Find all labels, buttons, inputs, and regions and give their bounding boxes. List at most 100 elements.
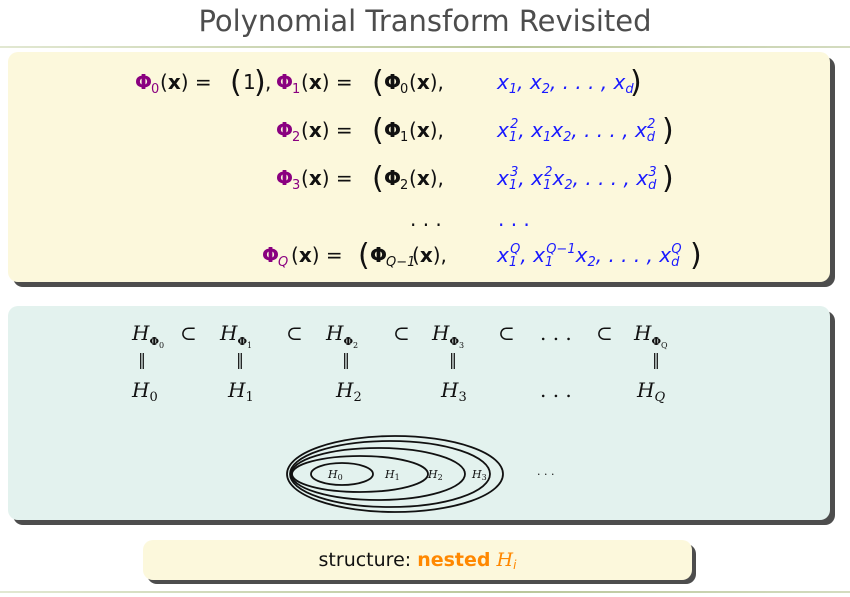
equation-row-ellipsis: . . . . . . bbox=[410, 207, 530, 231]
equation-row-Q: Φ Q (x) = ( Φ Q−1 (x), x1Q, x1Q−1x2, . .… bbox=[262, 238, 702, 273]
equal-mark: ‖ bbox=[236, 350, 244, 369]
subset-symbol: ⊂ bbox=[596, 321, 613, 345]
hypothesis-hierarchy-box bbox=[8, 306, 830, 520]
paren-open: ( bbox=[372, 161, 384, 196]
phi-3-argument: (x) = bbox=[301, 166, 353, 190]
set-H0-ring bbox=[310, 462, 374, 486]
paren-open: ( bbox=[372, 113, 384, 148]
h-phi-Q: HΦQ bbox=[633, 321, 668, 350]
paren-close: ) bbox=[630, 65, 642, 100]
equal-mark: ‖ bbox=[342, 350, 350, 369]
h-phi-1: HΦ1 bbox=[219, 321, 252, 350]
set-H3-ring bbox=[289, 440, 491, 508]
hierarchy-ellipsis: . . . bbox=[540, 321, 572, 345]
nested-sets-diagram bbox=[286, 435, 504, 513]
set-H3-outer-ring bbox=[286, 435, 504, 513]
result-subscript: i bbox=[513, 558, 517, 572]
h-phi-0: HΦ0 bbox=[131, 321, 164, 350]
inner-argument: (x), bbox=[409, 70, 444, 94]
inner-phi-1-subscript: 1 bbox=[400, 130, 408, 145]
phi-1-argument: (x) = bbox=[301, 70, 353, 94]
inner-phi-1: Φ bbox=[384, 118, 401, 142]
paren-close: ) bbox=[662, 161, 674, 196]
phi-2-argument: (x) = bbox=[301, 118, 353, 142]
subset-symbol: ⊂ bbox=[180, 321, 197, 345]
paren-open: ( bbox=[372, 65, 384, 100]
phi-0-subscript: 0 bbox=[151, 82, 159, 97]
title-divider bbox=[0, 46, 850, 48]
equal-mark: ‖ bbox=[652, 350, 660, 369]
comma: , bbox=[265, 70, 271, 94]
phi-2-symbol: Φ bbox=[276, 118, 293, 142]
inner-phi-2-subscript: 2 bbox=[400, 178, 408, 193]
paren-open: ( bbox=[358, 238, 370, 273]
equation-row-3: Φ 3 (x) = ( Φ 2 (x), x13, x12x2, . . . ,… bbox=[276, 161, 674, 196]
result-symbol: H bbox=[496, 549, 514, 571]
subset-symbol: ⊂ bbox=[498, 321, 515, 345]
poly-row-1: x1, x2, . . . , xd bbox=[496, 70, 634, 97]
subset-symbol: ⊂ bbox=[393, 321, 410, 345]
subset-symbol: ⊂ bbox=[286, 321, 303, 345]
inner-argument: (x), bbox=[409, 118, 444, 142]
label-H3: H3 bbox=[471, 468, 487, 482]
poly-row-Q: x1Q, x1Q−1x2, . . . , xdQ bbox=[496, 242, 682, 270]
bottom-divider bbox=[0, 591, 850, 593]
phi-1-subscript: 1 bbox=[292, 82, 300, 97]
phi-3-subscript: 3 bbox=[292, 178, 300, 193]
result-highlight: nested bbox=[417, 549, 491, 571]
paren-close: ) bbox=[662, 113, 674, 148]
phi-1-symbol: Φ bbox=[276, 70, 293, 94]
inner-phi-0: Φ bbox=[384, 70, 401, 94]
inner-phi-Q-1: Φ bbox=[370, 243, 387, 267]
h-2: H2 bbox=[335, 378, 362, 405]
nested-sets-labels: H0 H1 H2 H3 · · · bbox=[327, 468, 554, 482]
paren-close: ) bbox=[254, 65, 266, 100]
h-3: H3 bbox=[440, 378, 467, 405]
slide-title: Polynomial Transform Revisited bbox=[198, 4, 652, 38]
label-H2: H2 bbox=[427, 468, 443, 482]
label-H0: H0 bbox=[327, 468, 343, 482]
phi-2-subscript: 2 bbox=[292, 130, 300, 145]
paren-open: ( bbox=[230, 65, 242, 100]
poly-row-3: x13, x12x2, . . . , xd3 bbox=[496, 165, 657, 193]
inner-argument: (x), bbox=[412, 243, 447, 267]
equal-mark: ‖ bbox=[449, 350, 457, 369]
hierarchy-bottom-row: H0 H1 H2 H3 . . . HQ bbox=[131, 378, 665, 405]
phi-3-symbol: Φ bbox=[276, 166, 293, 190]
hierarchy-bottom-ellipsis: . . . bbox=[540, 378, 572, 402]
phi-Q-argument: (x) = bbox=[291, 243, 343, 267]
ellipsis-right: . . . bbox=[498, 207, 530, 231]
equation-row-2: Φ 2 (x) = ( Φ 1 (x), x12, x1x2, . . . , … bbox=[276, 113, 674, 148]
equation-row-1: Φ 0 (x) = ( 1 ) , Φ 1 (x) = ( Φ 0 (x), x… bbox=[135, 65, 642, 100]
h-phi-3: HΦ3 bbox=[431, 321, 464, 350]
equal-mark: ‖ bbox=[138, 350, 146, 369]
transform-equations-box bbox=[8, 52, 830, 282]
h-1: H1 bbox=[227, 378, 254, 405]
label-H1: H1 bbox=[384, 468, 400, 482]
result-prefix: structure: bbox=[318, 549, 412, 571]
result-box: structure: nested Hi bbox=[143, 540, 692, 580]
set-H2-ring bbox=[290, 447, 466, 501]
phi-0-symbol: Φ bbox=[135, 70, 152, 94]
diagram-trailing-ellipsis: · · · bbox=[537, 468, 554, 481]
result-text: structure: nested Hi bbox=[143, 549, 692, 572]
phi-Q-symbol: Φ bbox=[262, 243, 279, 267]
phi-0-argument: (x) = bbox=[160, 70, 212, 94]
phi-Q-subscript: Q bbox=[278, 255, 288, 270]
inner-argument: (x), bbox=[409, 166, 444, 190]
h-0: H0 bbox=[131, 378, 158, 405]
inner-phi-0-subscript: 0 bbox=[400, 82, 408, 97]
one-value: 1 bbox=[243, 70, 256, 94]
hierarchy-top-row: HΦ0 ⊂ HΦ1 ⊂ HΦ2 ⊂ HΦ3 ⊂ . . . ⊂ HΦQ bbox=[131, 321, 668, 350]
ellipsis-left: . . . bbox=[410, 207, 442, 231]
h-phi-2: HΦ2 bbox=[325, 321, 358, 350]
h-Q: HQ bbox=[636, 378, 665, 405]
paren-close: ) bbox=[690, 238, 702, 273]
inner-phi-Q-1-subscript: Q−1 bbox=[386, 255, 415, 270]
set-H1-ring bbox=[291, 455, 429, 493]
inner-phi-2: Φ bbox=[384, 166, 401, 190]
poly-row-2: x12, x1x2, . . . , xd2 bbox=[496, 117, 656, 145]
hierarchy-equal-row: ‖ ‖ ‖ ‖ ‖ bbox=[138, 350, 660, 369]
